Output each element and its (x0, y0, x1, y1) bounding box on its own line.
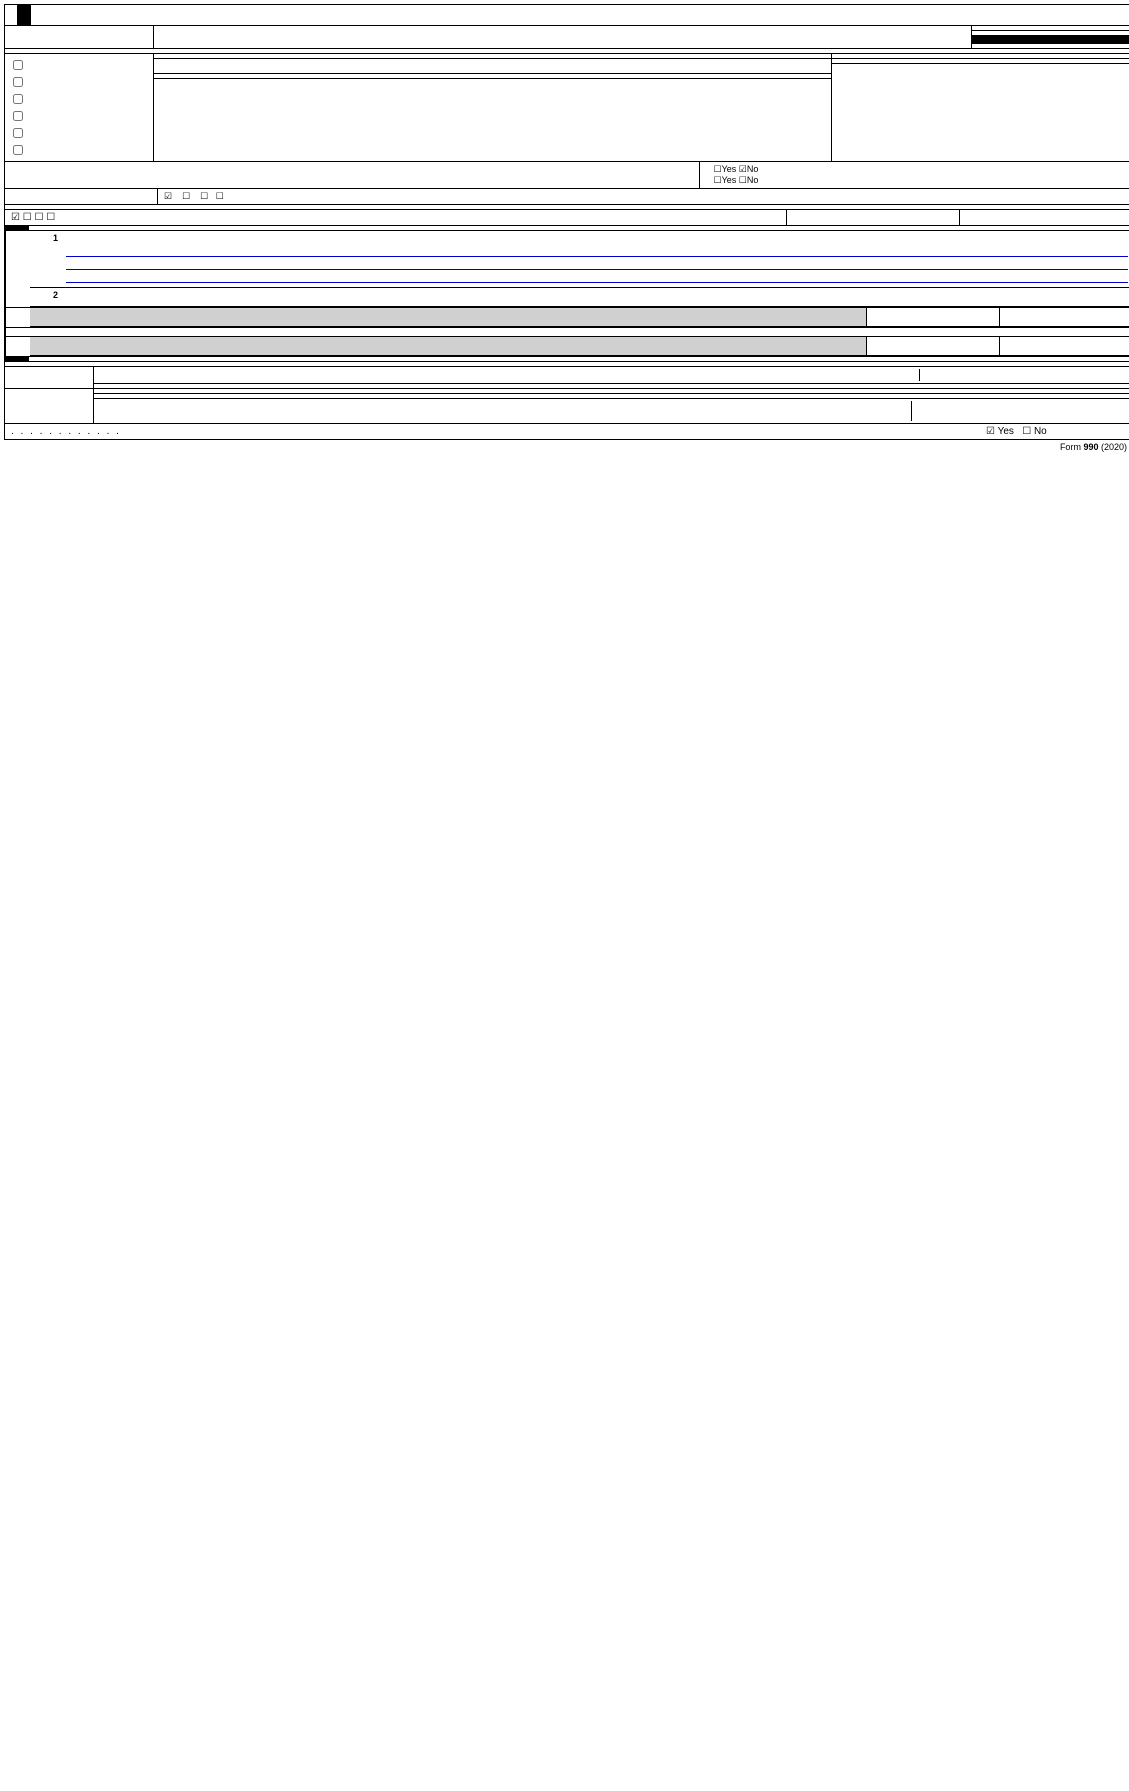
website-label (5, 205, 17, 209)
side-label-1 (5, 231, 30, 307)
form-footer: Form 990 (2020) (1060, 442, 1127, 452)
q2-label (62, 288, 1129, 306)
part2-title (29, 357, 45, 361)
open-to-public (972, 36, 1129, 44)
part1-tab (5, 226, 29, 230)
cb-app-pending[interactable] (9, 142, 149, 158)
tax-exempt-label (5, 189, 158, 204)
section-bcdeg (4, 54, 1129, 162)
footer-row: Form 990 (2020) (4, 440, 1129, 454)
side-label-4 (5, 337, 30, 356)
cb-initial-return[interactable] (9, 91, 149, 107)
col-prior-year (866, 308, 999, 326)
row-k: ☑ ☐ ☐ ☐ (4, 210, 1129, 226)
cb-final-return[interactable] (9, 108, 149, 124)
cb-amended[interactable] (9, 125, 149, 141)
year-formation (787, 210, 960, 225)
efile-label (5, 5, 18, 25)
expenses-section (4, 328, 1129, 337)
form-header (4, 26, 1129, 49)
title-box (154, 26, 971, 48)
netassets-section (4, 337, 1129, 357)
col-end (999, 337, 1129, 355)
right-box (971, 26, 1129, 48)
discuss-label (5, 424, 980, 439)
h-a: ☐Yes ☑No (706, 164, 1126, 175)
col-beginning (866, 337, 999, 355)
submission-date (18, 5, 31, 25)
box-b (5, 54, 154, 161)
box-defg (831, 54, 1129, 161)
website-value (17, 205, 29, 209)
side-label-3 (5, 328, 30, 336)
signature-block (4, 362, 1129, 424)
box-c (154, 54, 831, 161)
cb-address-change[interactable] (9, 57, 149, 73)
h-b: ☐Yes ☐No (706, 175, 1126, 186)
revenue-section (4, 308, 1129, 328)
part1-title (29, 226, 45, 230)
top-bar (4, 4, 1129, 26)
row-fh: ☐Yes ☑No ☐Yes ☐No (4, 162, 1129, 189)
firm-city (100, 411, 180, 421)
activities-governance: 1 2 (4, 231, 1129, 308)
form-number-box (5, 26, 154, 48)
sign-here-label (5, 367, 94, 388)
col-current-year (999, 308, 1129, 326)
part2-tab (5, 357, 29, 361)
dln-label (1120, 5, 1129, 25)
row-i: ☑ ☐ ☐ ☐ (4, 189, 1129, 205)
cb-name-change[interactable] (9, 74, 149, 90)
discuss-row: ☑ Yes ☐ No (4, 424, 1129, 440)
paid-preparer-label (5, 389, 94, 423)
side-label-2 (5, 308, 30, 327)
state-domicile (960, 210, 1129, 225)
